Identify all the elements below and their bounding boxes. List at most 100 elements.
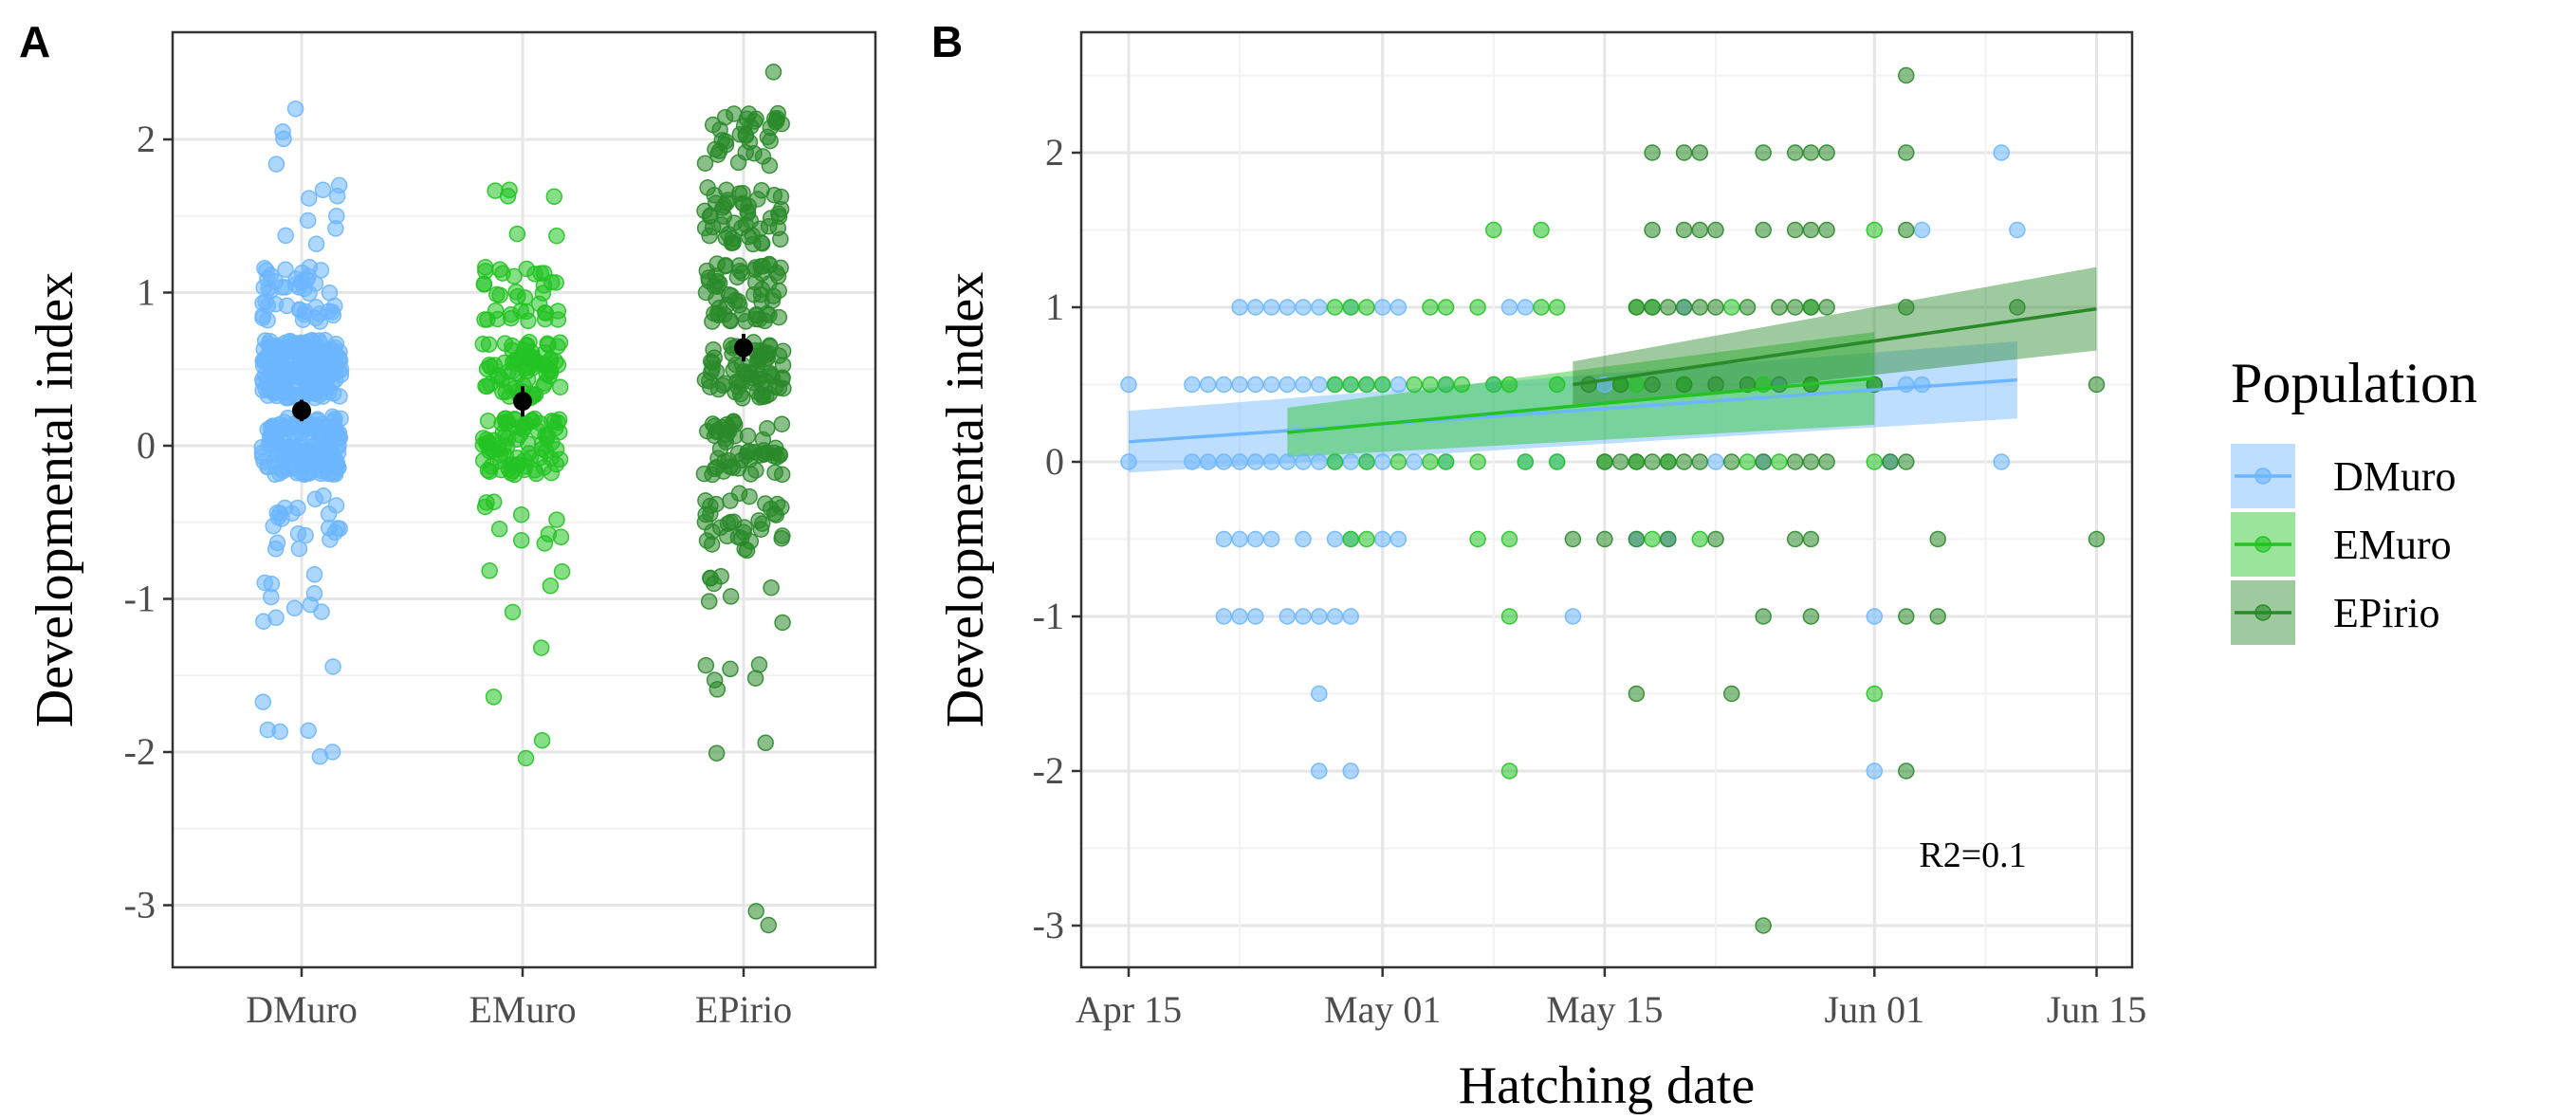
- data-point: [745, 374, 763, 392]
- panel-b-y-axis-title: Developmental index: [936, 272, 995, 728]
- data-point: [1802, 221, 1820, 239]
- data-point: [494, 383, 511, 401]
- data-point: [546, 419, 564, 437]
- data-point: [1786, 453, 1804, 470]
- data-point: [1358, 299, 1375, 316]
- fit-line: [1128, 377, 2018, 444]
- data-point: [474, 430, 492, 447]
- legend-point: [2254, 536, 2272, 553]
- data-point: [717, 257, 734, 275]
- data-point: [314, 181, 332, 199]
- data-point: [764, 64, 782, 81]
- data-point: [508, 431, 525, 449]
- data-point: [1691, 299, 1709, 316]
- data-point: [268, 534, 286, 552]
- data-point: [1564, 530, 1582, 548]
- data-point: [1358, 453, 1375, 470]
- data-point: [698, 532, 716, 549]
- data-point: [520, 312, 537, 330]
- data-point: [1406, 453, 1423, 470]
- data-point: [1358, 376, 1375, 394]
- data-point: [1707, 299, 1724, 316]
- x-tick-label: Jun 15: [2047, 988, 2147, 1031]
- data-point: [1373, 299, 1391, 316]
- data-point: [1247, 299, 1264, 316]
- data-point: [326, 344, 344, 361]
- data-point: [1231, 376, 1248, 394]
- data-point: [1184, 453, 1201, 470]
- data-point: [291, 451, 309, 468]
- legend-point: [2254, 604, 2272, 621]
- data-point: [1215, 376, 1233, 394]
- x-tick-label: Apr 15: [1076, 988, 1182, 1031]
- data-point: [696, 219, 714, 237]
- data-point: [1866, 608, 1884, 625]
- panel-b-points: [1120, 66, 2106, 934]
- data-point: [710, 274, 728, 292]
- y-tick-label: -2: [1033, 749, 1064, 792]
- legend-label: DMuro: [2333, 453, 2456, 500]
- y-tick-label: 1: [137, 271, 156, 314]
- data-point: [549, 311, 567, 328]
- data-point: [1660, 453, 1677, 470]
- data-point: [307, 235, 325, 252]
- data-point: [704, 359, 721, 377]
- data-point: [259, 311, 276, 329]
- data-point: [720, 422, 738, 440]
- data-point: [1517, 299, 1535, 316]
- data-point: [1771, 376, 1788, 394]
- data-point: [734, 185, 751, 202]
- data-point: [1262, 299, 1280, 316]
- data-point: [722, 660, 739, 678]
- legend-label: EMuro: [2333, 522, 2452, 568]
- x-tick-label: EPirio: [695, 988, 792, 1031]
- data-point: [512, 505, 530, 523]
- data-point: [1120, 376, 1137, 394]
- data-point: [1722, 453, 1740, 470]
- data-point: [1818, 299, 1835, 316]
- data-point: [742, 533, 760, 550]
- data-point: [1373, 453, 1391, 470]
- data-point: [1406, 376, 1423, 394]
- panel-a: A -3 -2 -1 0 1 2 DMuro EMuro EPirio Developmenta…: [19, 17, 877, 1031]
- legend: Population DMuro EMuro EPirio: [2231, 352, 2477, 645]
- panel-a-points: [253, 64, 792, 934]
- data-point: [1120, 453, 1137, 470]
- data-point: [1295, 376, 1312, 394]
- x-tick-label: May 01: [1324, 988, 1441, 1031]
- data-point: [1422, 376, 1439, 394]
- data-point: [1199, 376, 1217, 394]
- data-point: [545, 188, 563, 206]
- data-point: [1802, 453, 1820, 470]
- data-point: [708, 290, 725, 307]
- x-tick-label: Jun 01: [1825, 988, 1925, 1031]
- data-point: [1262, 453, 1280, 470]
- data-point: [1311, 762, 1328, 780]
- data-point: [1866, 685, 1884, 703]
- data-point: [1326, 608, 1344, 625]
- data-point: [1389, 376, 1408, 394]
- data-point: [1342, 376, 1359, 394]
- data-point: [305, 566, 323, 583]
- y-tick-label: -1: [1033, 595, 1064, 637]
- data-point: [766, 464, 783, 481]
- data-point: [716, 108, 734, 126]
- data-point: [1485, 221, 1502, 239]
- data-point: [697, 656, 715, 674]
- data-point: [1311, 453, 1328, 470]
- data-point: [532, 639, 550, 656]
- data-point: [1295, 453, 1312, 470]
- data-point: [1215, 530, 1233, 548]
- panel-b-grid: [1081, 32, 2132, 967]
- data-point: [291, 352, 308, 369]
- data-point: [1548, 299, 1566, 316]
- data-point: [517, 749, 535, 767]
- data-point: [551, 378, 569, 395]
- data-point: [524, 351, 542, 368]
- data-point: [1596, 453, 1613, 470]
- mean-point: [292, 400, 311, 420]
- data-point: [542, 577, 560, 595]
- data-point: [1628, 376, 1646, 394]
- data-point: [290, 540, 308, 558]
